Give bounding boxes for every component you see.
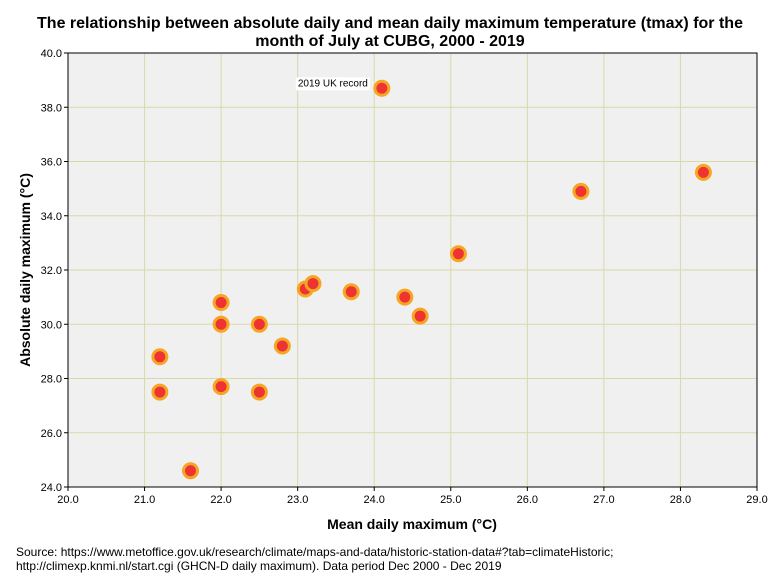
y-axis-label: Absolute daily maximum (°C) bbox=[17, 173, 33, 367]
data-point bbox=[342, 283, 360, 301]
data-point bbox=[181, 462, 199, 480]
y-tick-label: 40.0 bbox=[41, 48, 62, 60]
x-tick-label: 29.0 bbox=[746, 494, 767, 506]
annotation-background bbox=[295, 77, 370, 91]
tick-labels: 20.0 21.0 22.0 23.0 24.0 25.0 26.0 27.0 28.0 29.0… bbox=[41, 48, 768, 506]
y-tick-label: 34.0 bbox=[41, 211, 62, 223]
data-point bbox=[273, 337, 291, 355]
data-point bbox=[212, 378, 230, 396]
data-point bbox=[373, 79, 391, 97]
y-tick-label: 24.0 bbox=[41, 482, 62, 494]
data-point bbox=[151, 348, 169, 366]
data-point bbox=[411, 307, 429, 325]
x-tick-label: 27.0 bbox=[593, 494, 614, 506]
source-note: Source: https://www.metoffice.gov.uk/res… bbox=[16, 545, 614, 573]
x-tick-label: 22.0 bbox=[210, 494, 231, 506]
x-tick-label: 20.0 bbox=[57, 494, 78, 506]
x-tick-label: 25.0 bbox=[440, 494, 461, 506]
x-axis-label: Mean daily maximum (°C) bbox=[327, 516, 497, 532]
scatter-chart: The relationship between absolute daily … bbox=[17, 15, 768, 532]
y-tick-label: 36.0 bbox=[41, 157, 62, 169]
data-point bbox=[212, 294, 230, 312]
axes bbox=[64, 52, 758, 491]
data-point bbox=[250, 315, 268, 333]
y-tick-label: 30.0 bbox=[41, 319, 62, 331]
annotations: 2019 UK record bbox=[295, 77, 370, 91]
y-tick-label: 26.0 bbox=[41, 428, 62, 440]
plot-frame bbox=[67, 52, 758, 488]
x-tick-label: 23.0 bbox=[287, 494, 308, 506]
data-point bbox=[250, 383, 268, 401]
chart-title-line1: The relationship between absolute daily … bbox=[37, 15, 743, 32]
data-point bbox=[694, 163, 712, 181]
data-point bbox=[212, 315, 230, 333]
y-tick-label: 38.0 bbox=[41, 102, 62, 114]
data-point bbox=[396, 288, 414, 306]
data-point bbox=[572, 182, 590, 200]
data-point bbox=[304, 275, 322, 293]
y-tick-label: 32.0 bbox=[41, 265, 62, 277]
data-points bbox=[151, 79, 712, 480]
data-point bbox=[449, 245, 467, 263]
y-tick-label: 28.0 bbox=[41, 374, 62, 386]
x-tick-label: 28.0 bbox=[670, 494, 691, 506]
chart-title-line2: month of July at CUBG, 2000 - 2019 bbox=[255, 33, 525, 50]
data-point bbox=[151, 383, 169, 401]
x-tick-label: 24.0 bbox=[364, 494, 385, 506]
annotation-label: 2019 UK record bbox=[298, 78, 368, 89]
x-tick-label: 21.0 bbox=[134, 494, 155, 506]
grid-lines bbox=[68, 53, 757, 487]
x-tick-label: 26.0 bbox=[517, 494, 538, 506]
